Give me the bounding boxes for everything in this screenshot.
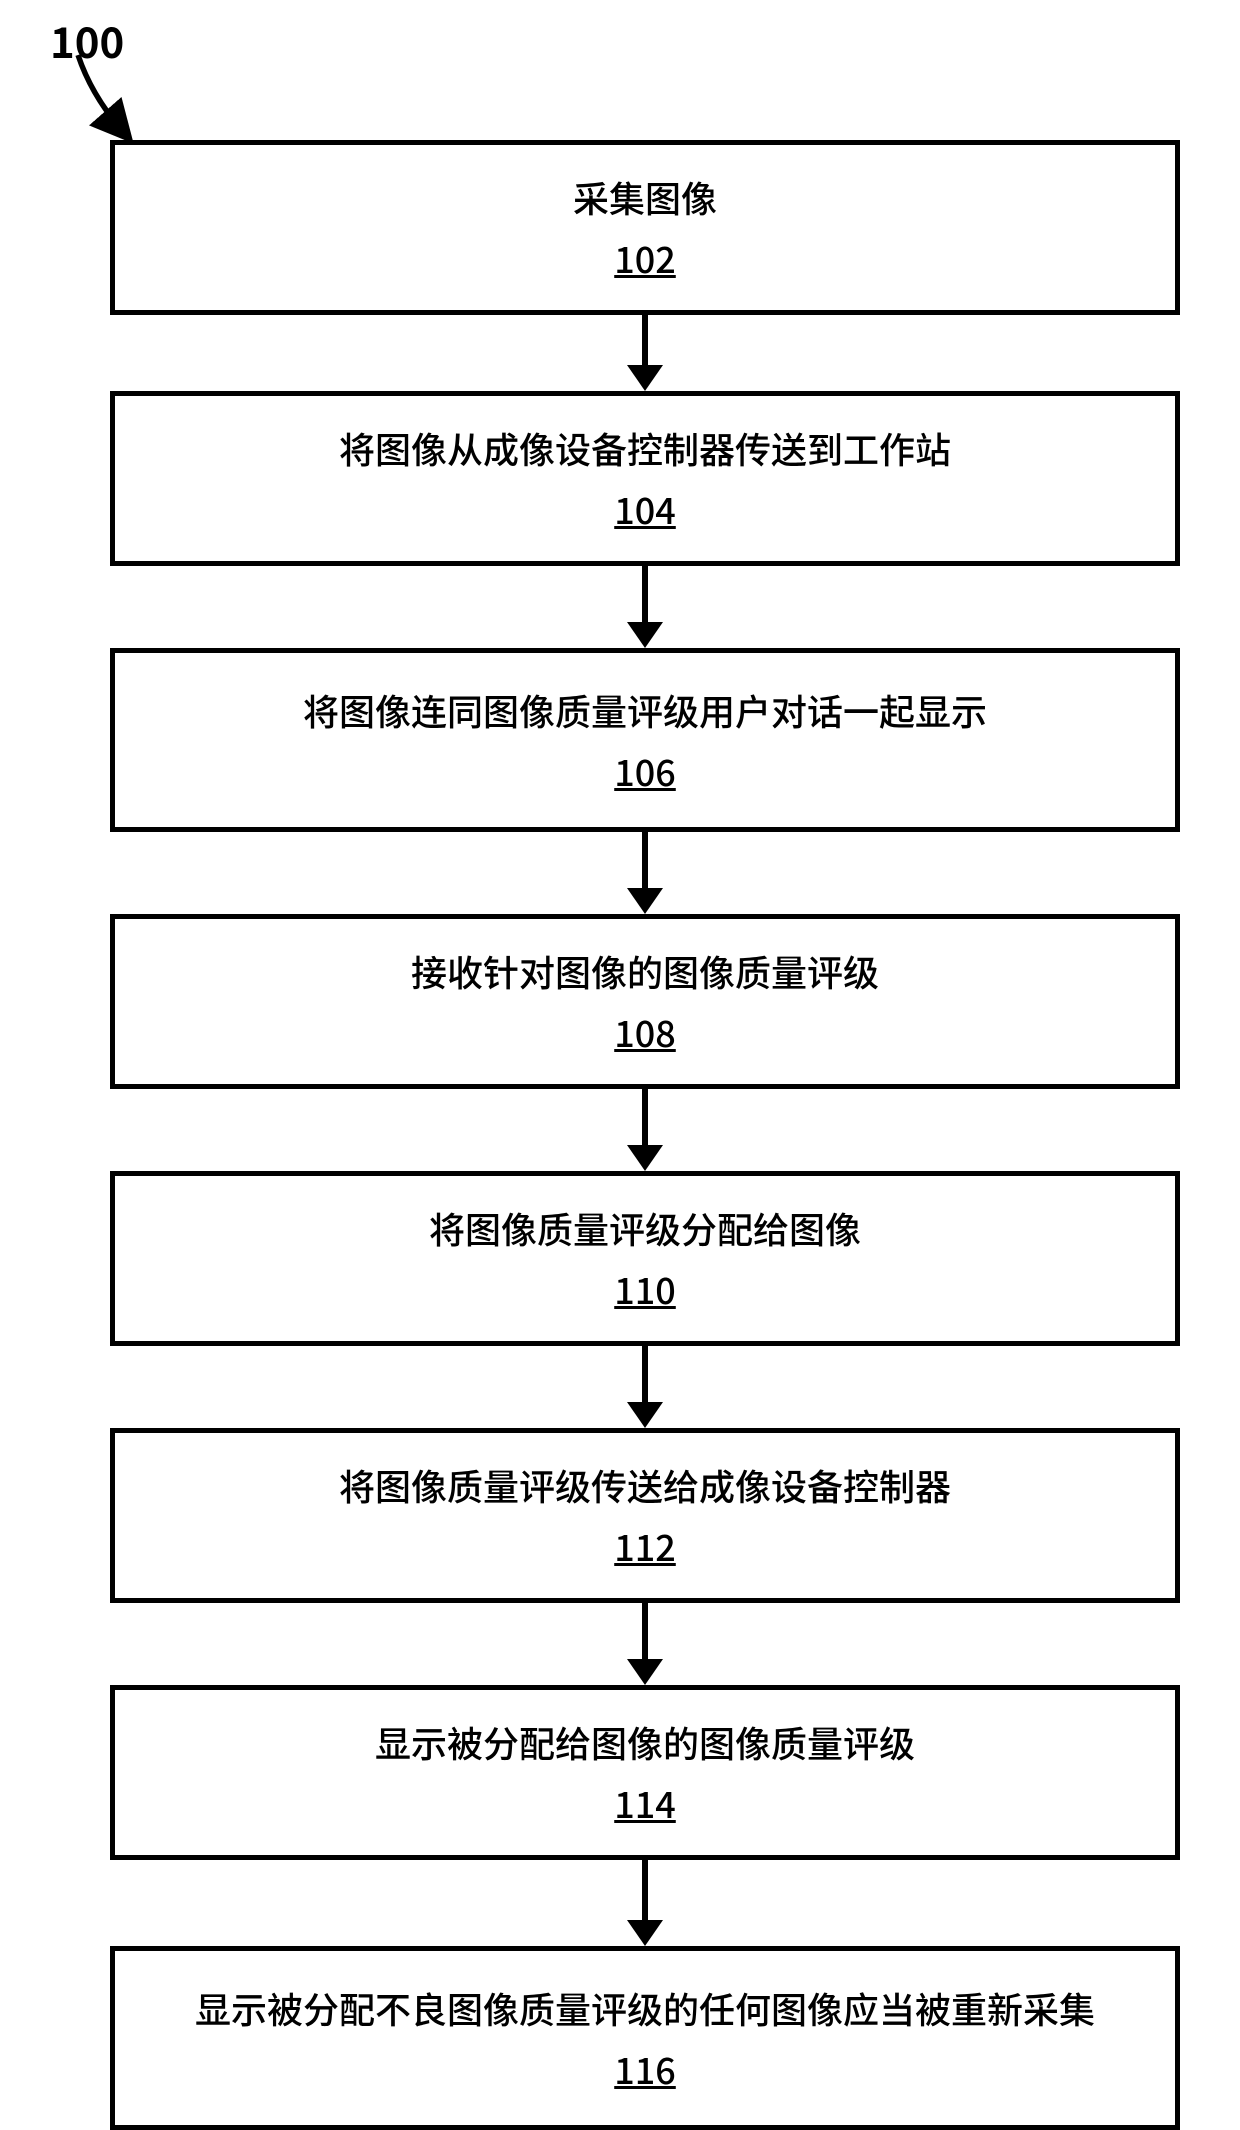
flow-step: 显示被分配给图像的图像质量评级 114	[110, 1685, 1180, 1860]
arrow-head-icon	[627, 1920, 663, 1946]
arrow-shaft	[642, 1860, 648, 1920]
arrow-head-icon	[627, 365, 663, 391]
flow-step-text: 将图像质量评级分配给图像	[429, 1206, 861, 1251]
arrow-head-icon	[627, 1145, 663, 1171]
flow-arrow	[627, 566, 663, 648]
arrow-shaft	[642, 315, 648, 365]
flow-step-number: 114	[614, 1777, 676, 1829]
figure-label-arrow	[60, 45, 150, 155]
arrow-shaft	[642, 1089, 648, 1145]
flow-step: 将图像连同图像质量评级用户对话一起显示 106	[110, 648, 1180, 832]
flow-step-number: 106	[614, 745, 676, 797]
arrow-shaft	[642, 1603, 648, 1659]
flow-step-text: 将图像从成像设备控制器传送到工作站	[339, 426, 951, 471]
arrow-shaft	[642, 1346, 648, 1402]
flow-step: 将图像质量评级分配给图像 110	[110, 1171, 1180, 1346]
flow-step: 接收针对图像的图像质量评级 108	[110, 914, 1180, 1089]
flow-step: 显示被分配不良图像质量评级的任何图像应当被重新采集 116	[110, 1946, 1180, 2130]
flow-step-number: 102	[614, 232, 676, 284]
flowchart-page: 100 采集图像102将图像从成像设备控制器传送到工作站104将图像连同图像质量…	[0, 0, 1240, 2083]
flow-step-text: 采集图像	[573, 175, 717, 220]
arrow-shaft	[642, 566, 648, 622]
flow-step: 将图像质量评级传送给成像设备控制器 112	[110, 1428, 1180, 1603]
flow-arrow	[627, 1860, 663, 1946]
flowchart: 采集图像 102 将图像从成像设备控制器传送到工作站 104 将图像连同图像质量评级用户…	[110, 140, 1180, 2130]
flow-arrow	[627, 1346, 663, 1428]
flow-step-text: 将图像连同图像质量评级用户对话一起显示	[303, 688, 987, 733]
arrow-head-icon	[627, 1402, 663, 1428]
flow-step: 将图像从成像设备控制器传送到工作站 104	[110, 391, 1180, 566]
flow-step-number: 104	[614, 483, 676, 535]
flow-step-number: 116	[614, 2043, 676, 2095]
arrow-head-icon	[627, 888, 663, 914]
flow-step-number: 112	[614, 1520, 676, 1572]
arrow-head-icon	[627, 622, 663, 648]
flow-step-text: 显示被分配给图像的图像质量评级	[375, 1720, 915, 1765]
flow-arrow	[627, 315, 663, 391]
arrow-head-icon	[627, 1659, 663, 1685]
flow-step-text: 接收针对图像的图像质量评级	[411, 949, 879, 994]
flow-arrow	[627, 1089, 663, 1171]
flow-step-text: 将图像质量评级传送给成像设备控制器	[339, 1463, 951, 1508]
flow-step-number: 110	[614, 1263, 676, 1315]
flow-arrow	[627, 832, 663, 914]
flow-step-text: 显示被分配不良图像质量评级的任何图像应当被重新采集	[195, 1986, 1095, 2031]
flow-arrow	[627, 1603, 663, 1685]
flow-step-number: 108	[614, 1006, 676, 1058]
arrow-shaft	[642, 832, 648, 888]
flow-step: 采集图像 102	[110, 140, 1180, 315]
